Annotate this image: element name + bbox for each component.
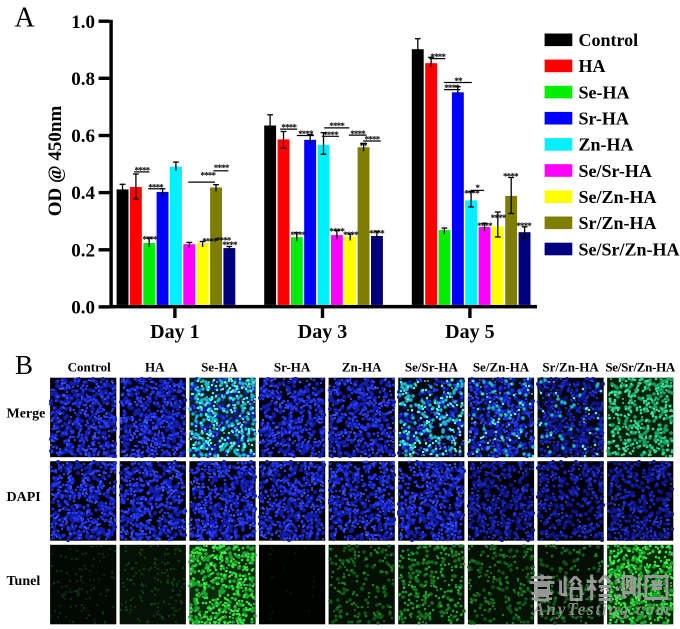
svg-text:AnyTesting.com: AnyTesting.com [532, 599, 671, 619]
svg-text:****: **** [200, 170, 216, 180]
svg-text:Se/Sr-HA: Se/Sr-HA [579, 161, 652, 181]
svg-text:****: **** [142, 234, 158, 244]
svg-text:****: **** [290, 230, 306, 240]
svg-text:Sr/Zn-HA: Sr/Zn-HA [542, 360, 599, 375]
svg-text:Sr/Zn-HA: Sr/Zn-HA [579, 213, 657, 233]
svg-text:****: **** [343, 230, 359, 240]
svg-text:****: **** [491, 213, 507, 223]
svg-text:0.6: 0.6 [71, 126, 95, 147]
svg-text:Se-HA: Se-HA [579, 82, 630, 102]
svg-text:0.4: 0.4 [71, 183, 95, 204]
svg-text:Se/Zn-HA: Se/Zn-HA [579, 187, 657, 207]
svg-text:HA: HA [145, 360, 165, 375]
svg-text:****: **** [148, 183, 164, 193]
svg-text:****: **** [323, 130, 339, 140]
svg-text:HA: HA [579, 56, 606, 76]
svg-text:Se-HA: Se-HA [201, 360, 238, 375]
svg-text:Se/Sr/Zn-HA: Se/Sr/Zn-HA [605, 360, 676, 375]
svg-text:****: **** [281, 123, 297, 133]
svg-text:Merge: Merge [7, 407, 46, 422]
svg-text:****: **** [364, 135, 380, 145]
svg-text:0.8: 0.8 [71, 69, 95, 90]
svg-text:Zn-HA: Zn-HA [342, 360, 382, 375]
svg-text:****: **** [477, 221, 493, 231]
svg-text:****: **** [298, 129, 314, 139]
svg-text:****: **** [350, 129, 366, 139]
svg-text:1.0: 1.0 [71, 12, 95, 33]
svg-text:****: **** [222, 240, 238, 250]
svg-text:****: **** [216, 235, 232, 245]
svg-text:0.2: 0.2 [71, 240, 95, 261]
svg-text:Zn-HA: Zn-HA [579, 135, 634, 155]
svg-text:Control: Control [68, 360, 111, 375]
svg-text:Control: Control [579, 30, 639, 50]
svg-text:Sr-HA: Sr-HA [274, 360, 311, 375]
svg-text:****: **** [430, 52, 446, 62]
svg-text:****: **** [134, 165, 150, 175]
svg-text:****: **** [329, 226, 345, 236]
svg-text:****: **** [369, 228, 385, 238]
svg-text:*: * [476, 183, 481, 193]
svg-text:Se/Sr-HA: Se/Sr-HA [405, 360, 459, 375]
svg-text:****: **** [503, 172, 519, 182]
svg-text:****: **** [444, 83, 460, 93]
svg-text:****: **** [329, 121, 345, 131]
svg-text:Sr-HA: Sr-HA [579, 109, 629, 129]
svg-text:Day 3: Day 3 [298, 321, 347, 343]
svg-text:****: **** [214, 163, 230, 173]
svg-text:****: **** [464, 189, 480, 199]
svg-text:Tunel: Tunel [7, 574, 41, 589]
svg-text:B: B [15, 350, 33, 380]
svg-text:****: **** [516, 221, 532, 231]
svg-text:Se/Sr/Zn-HA: Se/Sr/Zn-HA [579, 239, 680, 259]
svg-text:A: A [15, 3, 36, 34]
svg-text:Day 5: Day 5 [445, 321, 494, 343]
svg-text:Se/Zn-HA: Se/Zn-HA [473, 360, 530, 375]
svg-text:****: **** [202, 237, 218, 247]
svg-text:**: ** [454, 76, 463, 86]
svg-text:DAPI: DAPI [7, 490, 41, 505]
svg-text:Day 1: Day 1 [150, 321, 199, 343]
svg-text:**: ** [359, 141, 368, 151]
svg-text:OD @ 450nm: OD @ 450nm [45, 106, 66, 217]
svg-text:0.0: 0.0 [71, 298, 95, 319]
